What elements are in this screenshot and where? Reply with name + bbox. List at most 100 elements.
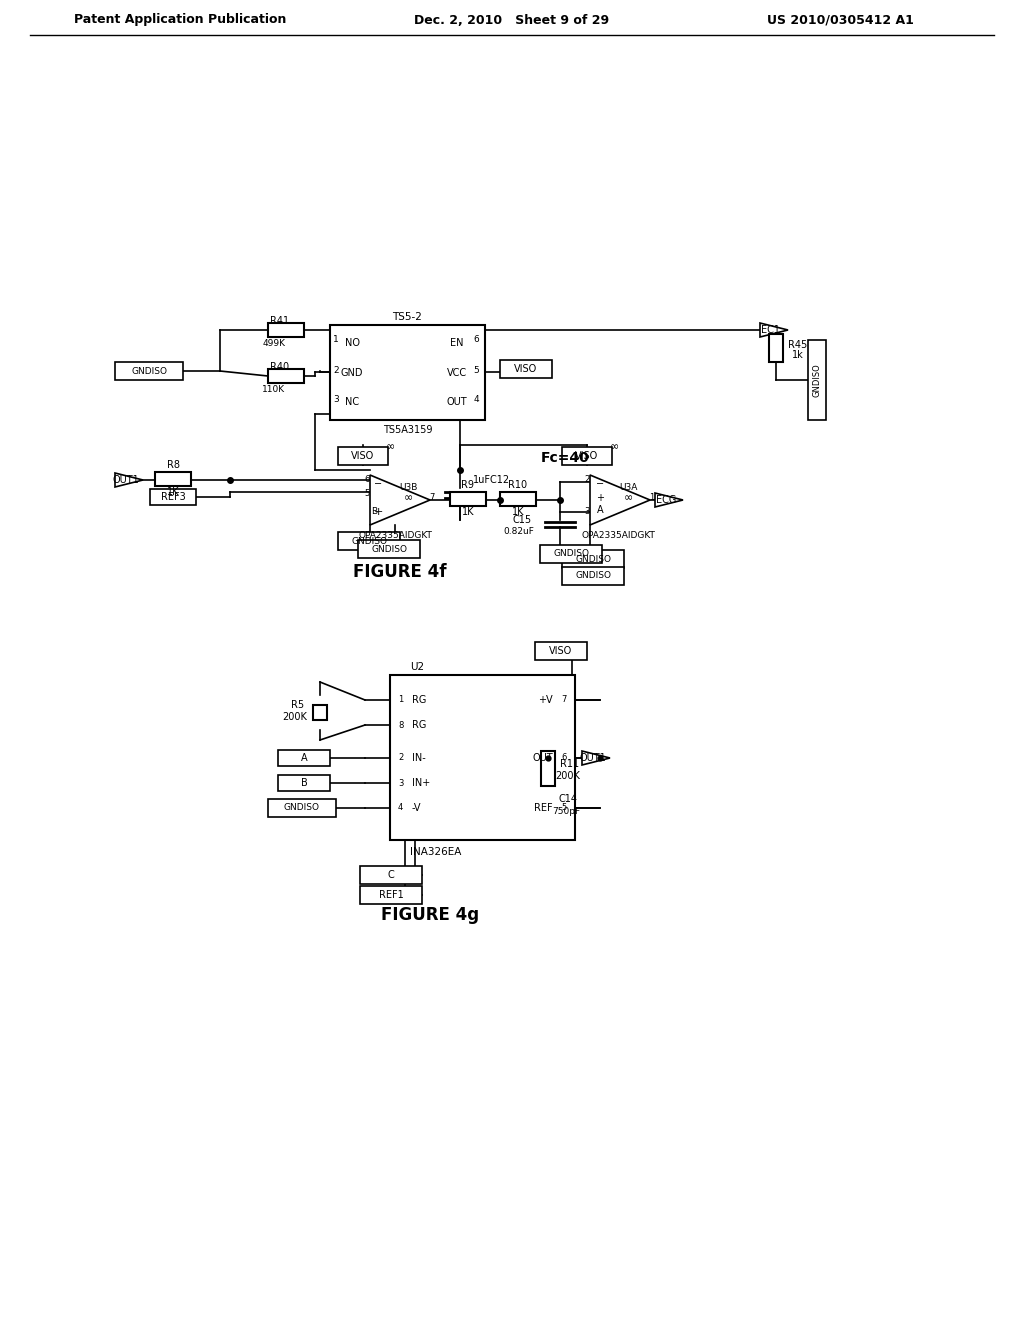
Polygon shape bbox=[115, 473, 143, 487]
Text: B: B bbox=[301, 777, 307, 788]
Text: U3B: U3B bbox=[398, 483, 417, 491]
Text: 5: 5 bbox=[365, 490, 370, 499]
Text: +V: +V bbox=[539, 696, 553, 705]
Bar bbox=[769, 334, 783, 362]
Text: OUT1: OUT1 bbox=[580, 752, 606, 763]
Text: 8: 8 bbox=[398, 721, 403, 730]
Bar bbox=[358, 540, 420, 558]
Text: RG: RG bbox=[412, 719, 426, 730]
Bar bbox=[268, 323, 304, 337]
Text: 4: 4 bbox=[473, 396, 479, 404]
Text: OUT1: OUT1 bbox=[113, 475, 139, 484]
Text: Patent Application Publication: Patent Application Publication bbox=[74, 13, 286, 26]
Text: 1k: 1k bbox=[793, 350, 804, 360]
Text: ∞: ∞ bbox=[609, 442, 618, 451]
Text: −: − bbox=[374, 479, 382, 488]
Text: GND: GND bbox=[341, 367, 364, 378]
Text: GNDISO: GNDISO bbox=[575, 554, 611, 564]
Text: INA326EA: INA326EA bbox=[410, 847, 462, 857]
Text: ∞: ∞ bbox=[403, 492, 413, 503]
Text: R8: R8 bbox=[167, 459, 179, 470]
Text: GNDISO: GNDISO bbox=[812, 363, 821, 397]
Text: 3: 3 bbox=[585, 507, 590, 516]
Polygon shape bbox=[370, 475, 430, 525]
Bar bbox=[278, 750, 330, 766]
Polygon shape bbox=[582, 751, 610, 766]
Text: 110K: 110K bbox=[262, 384, 286, 393]
Text: NC: NC bbox=[345, 397, 359, 407]
Text: -V: -V bbox=[412, 803, 422, 813]
Bar bbox=[360, 866, 422, 884]
Bar bbox=[313, 705, 327, 719]
Text: OPA2335AIDGKT: OPA2335AIDGKT bbox=[581, 531, 655, 540]
Bar bbox=[268, 799, 336, 817]
Bar bbox=[268, 370, 304, 383]
Text: EN: EN bbox=[451, 338, 464, 348]
Text: ∞: ∞ bbox=[624, 492, 633, 503]
Text: 0.82uF: 0.82uF bbox=[504, 528, 535, 536]
Text: 750pF: 750pF bbox=[552, 808, 580, 817]
Text: +: + bbox=[596, 492, 604, 503]
Text: 6: 6 bbox=[561, 754, 567, 763]
Text: 1K: 1K bbox=[512, 507, 524, 517]
Bar bbox=[535, 642, 587, 660]
Text: −: − bbox=[596, 479, 604, 488]
Text: R40: R40 bbox=[270, 362, 290, 372]
Text: 1uFC12: 1uFC12 bbox=[473, 475, 511, 484]
Bar bbox=[562, 447, 612, 465]
Text: IN+: IN+ bbox=[412, 777, 430, 788]
Text: 2: 2 bbox=[398, 754, 403, 763]
Text: Dec. 2, 2010   Sheet 9 of 29: Dec. 2, 2010 Sheet 9 of 29 bbox=[415, 13, 609, 26]
Bar bbox=[500, 492, 536, 506]
Text: OUT: OUT bbox=[532, 752, 553, 763]
Text: REF: REF bbox=[535, 803, 553, 813]
Bar bbox=[562, 550, 624, 568]
Bar bbox=[115, 362, 183, 380]
Text: Fc=40: Fc=40 bbox=[541, 451, 590, 465]
Text: R10: R10 bbox=[509, 480, 527, 490]
Text: 2: 2 bbox=[333, 366, 339, 375]
Text: ECG: ECG bbox=[655, 495, 676, 506]
Text: U3A: U3A bbox=[618, 483, 637, 491]
Bar bbox=[541, 751, 555, 785]
Text: 1: 1 bbox=[333, 335, 339, 345]
Text: 1: 1 bbox=[649, 494, 654, 503]
Text: TS5A3159: TS5A3159 bbox=[383, 425, 432, 436]
Polygon shape bbox=[590, 475, 650, 525]
Bar bbox=[540, 545, 602, 564]
Text: C15: C15 bbox=[512, 515, 531, 525]
Text: R11: R11 bbox=[560, 759, 580, 770]
Bar bbox=[150, 488, 196, 506]
Text: EC1: EC1 bbox=[762, 325, 780, 335]
Text: GNDISO: GNDISO bbox=[553, 549, 589, 558]
Text: VCC: VCC bbox=[446, 367, 467, 378]
Polygon shape bbox=[760, 323, 788, 337]
Text: IN-: IN- bbox=[412, 752, 426, 763]
Bar bbox=[330, 325, 485, 420]
Bar bbox=[450, 492, 486, 506]
Text: GNDISO: GNDISO bbox=[131, 367, 167, 375]
Polygon shape bbox=[655, 492, 683, 507]
Text: C14: C14 bbox=[558, 795, 578, 804]
Bar bbox=[500, 360, 552, 378]
Bar bbox=[278, 775, 330, 791]
Text: A: A bbox=[597, 506, 603, 515]
Text: 7: 7 bbox=[561, 696, 567, 705]
Text: 2: 2 bbox=[585, 475, 590, 484]
Text: GNDISO: GNDISO bbox=[351, 536, 387, 545]
Text: OUT: OUT bbox=[446, 397, 467, 407]
Text: 200K: 200K bbox=[283, 713, 307, 722]
Text: ∞: ∞ bbox=[385, 442, 394, 451]
Text: 3: 3 bbox=[333, 396, 339, 404]
Text: VISO: VISO bbox=[575, 451, 599, 461]
Text: US 2010/0305412 A1: US 2010/0305412 A1 bbox=[767, 13, 913, 26]
Text: 1K: 1K bbox=[167, 487, 179, 498]
Text: GNDISO: GNDISO bbox=[575, 572, 611, 581]
Bar bbox=[808, 341, 826, 420]
Text: FIGURE 4f: FIGURE 4f bbox=[353, 564, 446, 581]
Text: 1K: 1K bbox=[462, 507, 474, 517]
Text: 3: 3 bbox=[398, 779, 403, 788]
Text: 5: 5 bbox=[562, 804, 567, 813]
Text: R41: R41 bbox=[270, 315, 290, 326]
Text: 7: 7 bbox=[429, 494, 434, 503]
